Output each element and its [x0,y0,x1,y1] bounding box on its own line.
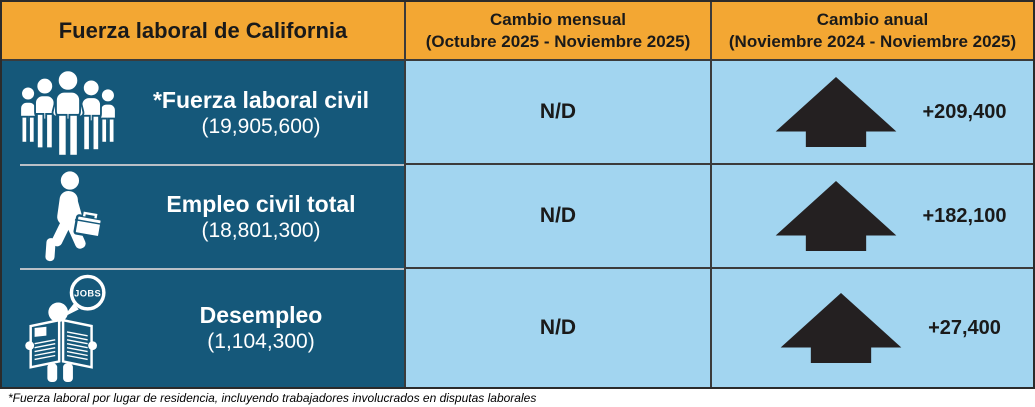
up-arrow-icon [775,76,896,148]
header-monthly-change: Cambio mensual (Octubre 2025 - Noviembre… [406,2,712,61]
monthly-change-period: (Octubre 2025 - Noviembre 2025) [425,31,691,51]
monthly-value: N/D [539,316,577,339]
row-label-block: Desempleo (1,104,300) [124,301,404,355]
annual-value: +27,400 [928,316,1001,339]
jobs-bubble-text: JOBS [74,289,101,299]
monthly-value: N/D [539,100,577,123]
row-label: Empleo civil total [166,191,356,217]
annual-value: +182,100 [922,204,1007,227]
header-annual-change: Cambio anual (Noviembre 2024 - Noviembre… [712,2,1033,61]
unemployment-annual-cell: +27,400 [712,269,1033,387]
monthly-value: N/D [539,204,577,227]
annual-value: +209,400 [922,100,1007,123]
labor-force-table: Fuerza laboral de California Cambio mens… [0,0,1035,389]
labor-force-monthly-cell: N/D [406,61,712,165]
unemployment-monthly-cell: N/D [406,269,712,387]
row-label-block: *Fuerza laboral civil (19,905,600) [124,86,404,140]
labor-force-annual-cell: +209,400 [712,61,1033,165]
row-employment-label: Empleo civil total (18,801,300) [2,165,406,270]
annual-change-period: (Noviembre 2024 - Noviembre 2025) [728,31,1017,51]
footnote: *Fuerza laboral por lugar de residencia,… [8,391,537,405]
employment-annual-cell: +182,100 [712,165,1033,269]
row-label-block: Empleo civil total (18,801,300) [124,190,404,244]
row-unemployment-label: JOBS Desempleo (1,104,300 [2,269,406,387]
row-level: (19,905,600) [201,115,321,138]
row-label: *Fuerza laboral civil [152,87,370,113]
up-arrow-icon [780,292,902,364]
table-title: Fuerza laboral de California [58,17,348,43]
employment-monthly-cell: N/D [406,165,712,269]
up-arrow-icon [775,180,896,252]
job-seeker-newspaper-icon: JOBS [12,273,124,383]
header-labor-force: Fuerza laboral de California [2,2,406,61]
row-labor-force-label: *Fuerza laboral civil (19,905,600) [2,61,406,166]
row-label: Desempleo [199,302,323,328]
annual-change-title: Cambio anual [816,9,929,29]
people-group-icon [12,70,124,156]
row-level: (1,104,300) [207,330,315,353]
monthly-change-title: Cambio mensual [489,9,627,29]
walking-worker-icon [12,169,124,265]
row-level: (18,801,300) [201,219,321,242]
